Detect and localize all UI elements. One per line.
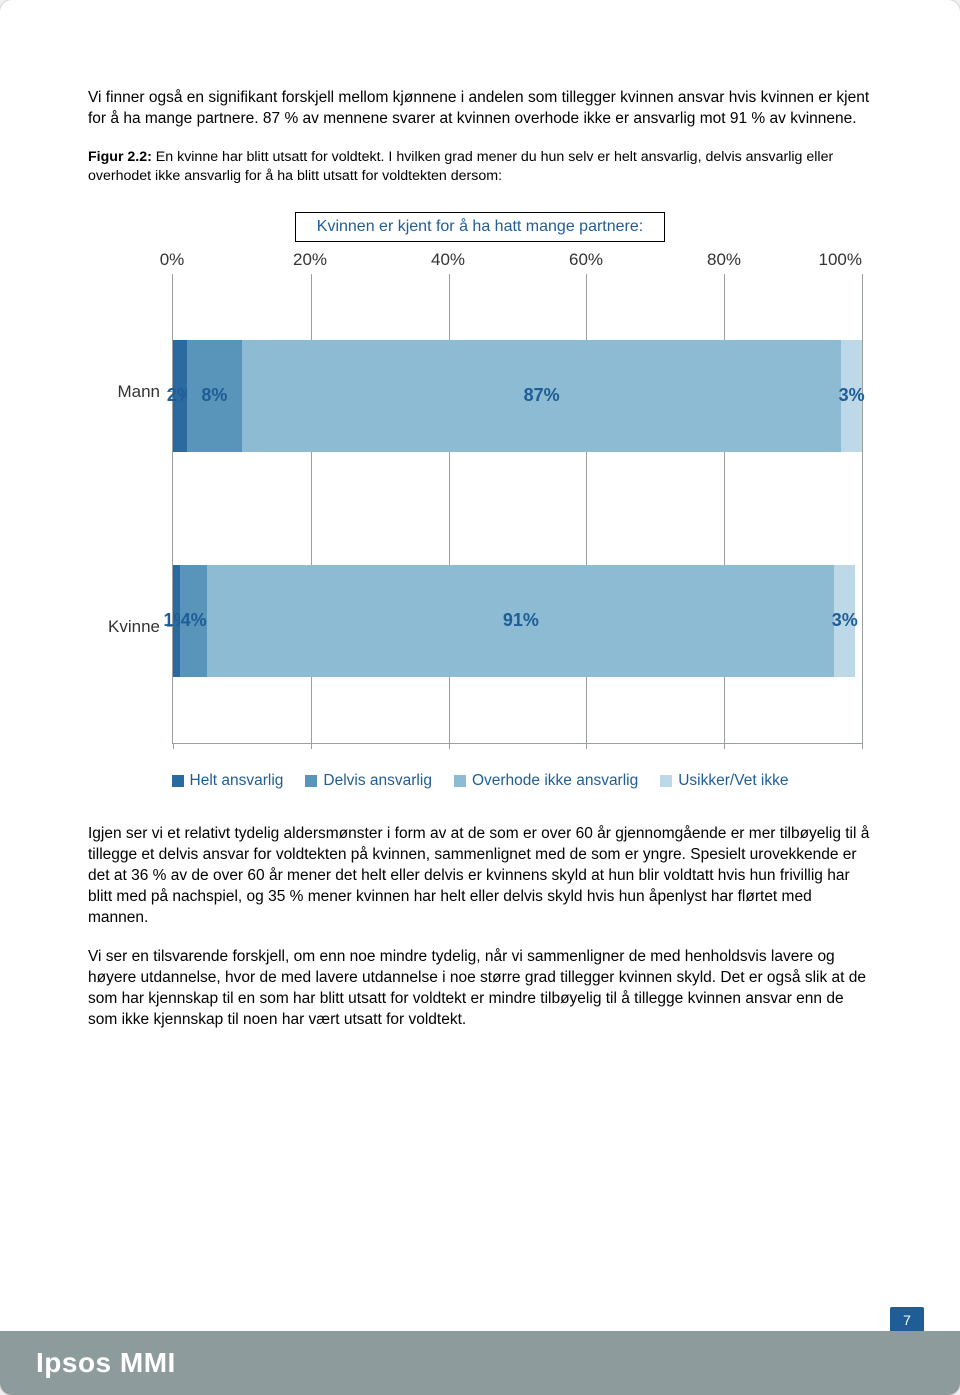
bar-segment: 87% (242, 340, 841, 452)
legend-item: Usikker/Vet ikke (660, 772, 788, 790)
legend-item: Overhode ikke ansvarlig (454, 772, 638, 790)
bar-segment: 91% (207, 565, 834, 677)
chart-title: Kvinnen er kjent for å ha hatt mange par… (295, 212, 665, 242)
intro-paragraph: Vi finner også en signifikant forskjell … (88, 88, 872, 130)
bar-row: 1%4% 91% 3% (173, 565, 862, 677)
content-area: Vi finner også en signifikant forskjell … (0, 0, 960, 1030)
footer-brand: Ipsos MMI (36, 1347, 176, 1379)
legend-swatch (660, 775, 672, 787)
y-category-label: Mann (98, 382, 160, 402)
bar-value-label: 3% (839, 385, 865, 406)
bar-value-label: 87% (524, 385, 560, 406)
legend-swatch (305, 775, 317, 787)
caption-label: Figur 2.2: (88, 149, 152, 165)
plot-area: Mann Kvinne 2% 8% 87% 3% 1%4% 91% 3% (98, 274, 862, 744)
footer-bar: Ipsos MMI (0, 1331, 960, 1395)
legend-label: Delvis ansvarlig (323, 772, 432, 790)
bar-segment: 3% (834, 565, 855, 677)
caption-text: En kvinne har blitt utsatt for voldtekt.… (88, 149, 833, 184)
page-number-badge: 7 (890, 1307, 924, 1333)
bar-segment: 2% (173, 340, 187, 452)
legend: Helt ansvarlig Delvis ansvarlig Overhode i… (98, 744, 862, 790)
bar-value-label: 4% (181, 610, 207, 631)
bar-segment: 1% (173, 565, 180, 677)
y-axis-labels: Mann Kvinne (98, 274, 172, 744)
legend-label: Overhode ikke ansvarlig (472, 772, 638, 790)
legend-swatch (172, 775, 184, 787)
y-category-label: Kvinne (98, 617, 160, 637)
x-tick: 40% (424, 250, 472, 270)
legend-item: Helt ansvarlig (172, 772, 284, 790)
figure-caption: Figur 2.2: En kvinne har blitt utsatt fo… (88, 148, 872, 186)
bar-value-label: 3% (832, 610, 858, 631)
legend-label: Usikker/Vet ikke (678, 772, 788, 790)
body-paragraph-2: Vi ser en tilsvarende forskjell, om enn … (88, 947, 872, 1031)
bar-value-label: 91% (503, 610, 539, 631)
x-tick: 0% (148, 250, 196, 270)
legend-item: Delvis ansvarlig (305, 772, 432, 790)
x-axis: 0% 20% 40% 60% 80% 100% (98, 250, 862, 270)
chart: Kvinnen er kjent for å ha hatt mange par… (98, 212, 862, 790)
page: Vi finner også en signifikant forskjell … (0, 0, 960, 1395)
x-tick: 100% (814, 250, 862, 270)
bar-row: 2% 8% 87% 3% (173, 340, 862, 452)
body-paragraph-1: Igjen ser vi et relativt tydelig aldersm… (88, 824, 872, 929)
bar-segment: 3% (841, 340, 862, 452)
legend-label: Helt ansvarlig (190, 772, 284, 790)
bar-segment: 8% (187, 340, 242, 452)
bar-value-label: 8% (201, 385, 227, 406)
bar-segment: 4% (180, 565, 208, 677)
legend-swatch (454, 775, 466, 787)
x-tick: 20% (286, 250, 334, 270)
x-tick: 60% (562, 250, 610, 270)
plot-grid: 2% 8% 87% 3% 1%4% 91% 3% (172, 274, 862, 744)
x-tick: 80% (700, 250, 748, 270)
